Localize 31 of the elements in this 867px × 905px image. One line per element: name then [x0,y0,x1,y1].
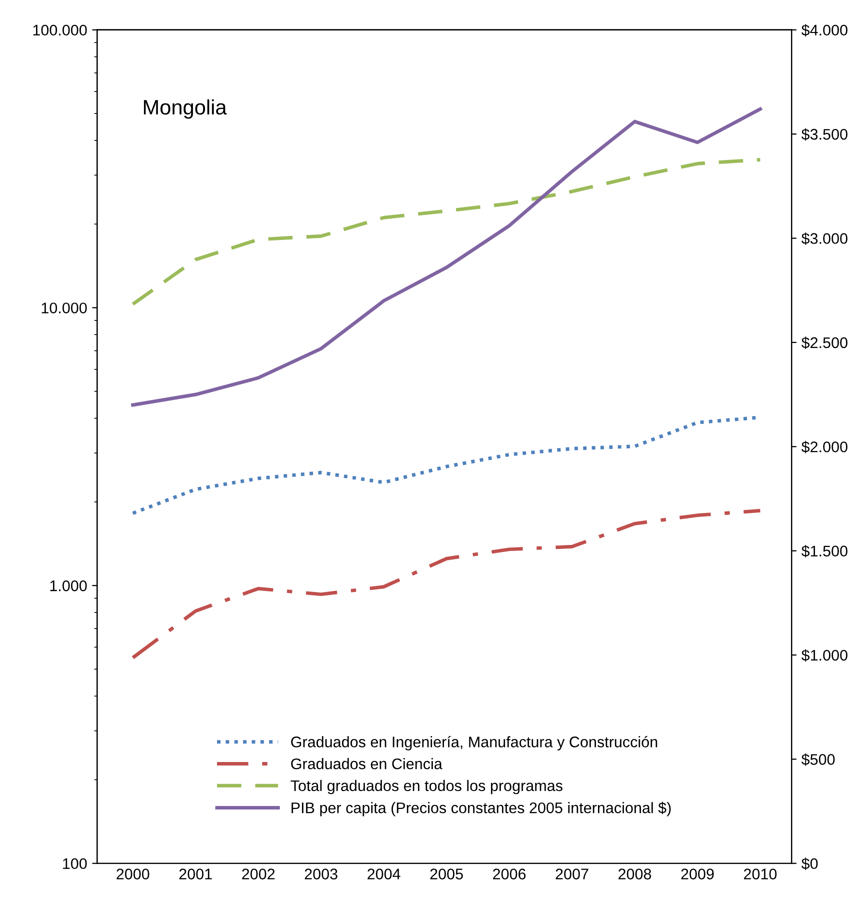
y2-tick-label: $500 [801,753,835,766]
x-tick-label: 2006 [493,868,526,880]
text: Mongolia [144,99,227,119]
x-tick-label: 2002 [242,868,275,880]
x-tick-label: 2007 [556,868,588,880]
y2-tick-label: $1.000 [801,649,848,662]
x-tick-label: 2001 [179,868,212,880]
y2-tick-label: $4.000 [801,24,848,36]
x-tick-label: 2004 [368,868,400,880]
y2-tick-label: $2.000 [801,440,848,454]
y2-tick-label: $0 [801,858,818,870]
line-series [131,158,762,306]
legend-label: PIB per capita (Precios constantes 2005 internacional $) [292,802,671,816]
x-tick-label: 2000 [116,868,150,880]
legend-label: Graduados en Ingeniería, Manufactura y Construcción [291,736,658,750]
y2-tick-label: $3.000 [801,232,848,245]
x-tick-label: 2008 [618,868,652,880]
legend-label: Graduados en Ciencia [291,758,442,770]
y2-tick-label: $2.500 [801,336,848,350]
y2-tick-label: $1.500 [801,545,848,558]
line-series [131,508,762,660]
x-tick-label: 2010 [744,868,777,880]
y2-tick-label: $3.500 [801,128,848,141]
y-tick-label: 1.000 [50,580,87,592]
y-tick-label: 100 [63,858,87,870]
y-tick-label: 100.000 [33,24,87,36]
x-tick-label: 2005 [430,868,463,880]
y-tick-label: 10.000 [42,302,87,314]
x-tick-label: 2003 [304,868,338,880]
legend-label: Total graduados en todos los programas [290,780,562,794]
x-tick-label: 2009 [681,868,714,880]
